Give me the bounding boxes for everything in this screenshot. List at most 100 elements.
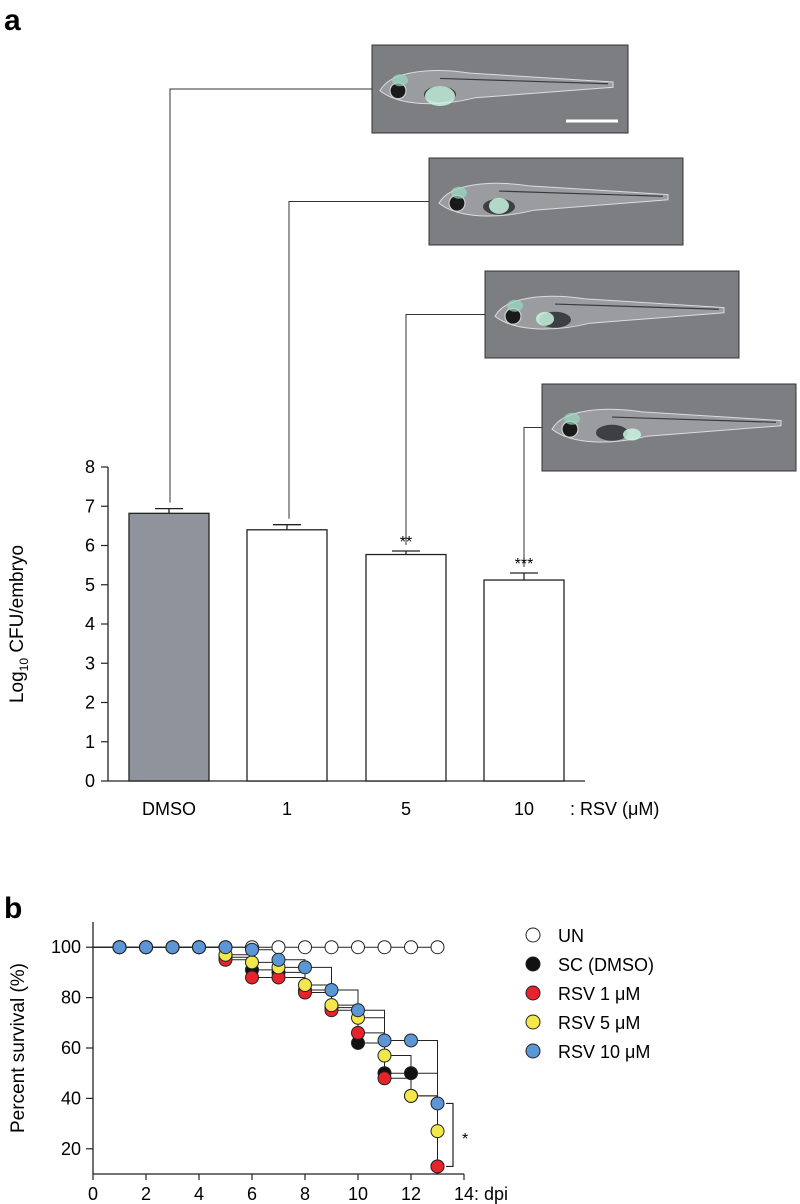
fluorescence-signal <box>536 311 554 326</box>
data-point <box>245 955 259 970</box>
significance-marker: ** <box>400 534 412 551</box>
data-point <box>271 940 286 955</box>
y-tick-label: 40 <box>61 1088 81 1108</box>
panel-label-a: a <box>4 4 21 37</box>
zebrafish-image-2 <box>484 270 740 359</box>
data-point <box>298 978 312 992</box>
x-tick-label: 4 <box>194 1184 204 1204</box>
data-point <box>404 1033 418 1048</box>
data-point <box>351 1025 365 1040</box>
significance-bracket <box>446 1102 454 1168</box>
legend-label: RSV 10 μM <box>558 1042 650 1062</box>
data-point <box>351 1003 365 1018</box>
data-point <box>404 1066 418 1081</box>
legend-marker <box>525 985 541 1001</box>
data-point <box>377 1033 392 1048</box>
bar-dmso <box>128 512 210 782</box>
y-tick-label: 60 <box>61 1038 81 1058</box>
image-connector-line <box>523 427 542 567</box>
y-tick-label: 0 <box>85 771 95 791</box>
fluorescence-head <box>507 299 523 312</box>
y-axis-label-main: Log <box>7 671 28 703</box>
fluorescence-head <box>564 412 580 425</box>
data-point <box>218 940 233 955</box>
fish-yolk <box>596 424 628 441</box>
x-tick-label: 14 <box>454 1184 474 1204</box>
legend-label: RSV 1 μM <box>558 984 640 1004</box>
data-point <box>377 1071 392 1086</box>
y-tick-label: 7 <box>85 496 95 516</box>
x-axis-suffix-label: : dpi <box>474 1184 508 1204</box>
zebrafish-image-1 <box>428 157 684 246</box>
x-tick-label: 8 <box>300 1184 310 1204</box>
data-point <box>192 940 206 955</box>
x-tick-label: 6 <box>247 1184 257 1204</box>
data-point <box>245 942 259 957</box>
significance-marker: *** <box>515 556 534 573</box>
fluorescence-signal <box>425 86 455 107</box>
zebrafish-image-3 <box>541 383 797 472</box>
bar-1 <box>246 529 328 782</box>
data-point <box>404 940 418 955</box>
fish-dorsal-line <box>554 303 720 310</box>
bar-10 <box>483 579 565 782</box>
fluorescence-head <box>451 186 467 199</box>
y-axis-label: Percent survival (%) <box>8 963 29 1133</box>
data-point <box>430 1096 445 1111</box>
data-point <box>430 1159 445 1174</box>
legend-label: UN <box>558 926 584 946</box>
x-tick-label: 12 <box>401 1184 421 1204</box>
x-tick-label: 10 <box>348 1184 368 1204</box>
data-point <box>404 1088 418 1103</box>
x-tick-label: 5 <box>401 799 411 819</box>
image-connector-line <box>405 314 485 545</box>
legend-marker <box>525 927 541 943</box>
fluorescence-head <box>392 74 408 87</box>
y-axis-label: Log10 CFU/embryo <box>7 545 31 703</box>
image-connector-line <box>288 201 429 519</box>
bar-5 <box>365 553 447 782</box>
x-tick-label: 2 <box>141 1184 151 1204</box>
data-point <box>324 983 339 998</box>
y-tick-label: 6 <box>85 536 95 556</box>
image-connector-line <box>169 88 372 503</box>
x-axis-suffix-label: : RSV (μM) <box>570 799 659 819</box>
fish-dorsal-line <box>611 416 777 423</box>
y-tick-label: 4 <box>85 614 95 634</box>
x-tick-label: 10 <box>514 799 534 819</box>
fluorescence-signal <box>489 197 509 214</box>
legend-label: RSV 5 μM <box>558 1013 640 1033</box>
y-tick-label: 80 <box>61 988 81 1008</box>
y-tick-label: 2 <box>85 693 95 713</box>
y-tick-label: 8 <box>85 457 95 477</box>
data-point <box>324 940 339 955</box>
data-point <box>139 940 153 955</box>
legend-marker <box>525 956 541 972</box>
data-point <box>430 940 445 955</box>
x-tick-label: 1 <box>282 799 292 819</box>
y-tick-label: 100 <box>51 937 81 957</box>
data-point <box>112 940 127 955</box>
fish-dorsal-line <box>439 77 609 85</box>
data-point <box>298 960 312 975</box>
legend-marker <box>525 1014 541 1030</box>
x-tick-label: 0 <box>88 1184 98 1204</box>
data-point <box>351 940 365 955</box>
zebrafish-image-0 <box>371 44 629 134</box>
y-tick-label: 20 <box>61 1139 81 1159</box>
data-point <box>165 940 180 955</box>
data-point <box>245 970 259 985</box>
legend-marker <box>525 1043 541 1059</box>
legend-label: SC (DMSO) <box>558 955 654 975</box>
fluorescence-signal <box>623 428 641 441</box>
survival-step-line <box>93 946 438 1104</box>
panel-label-b: b <box>4 892 22 925</box>
y-tick-label: 5 <box>85 575 95 595</box>
data-point <box>298 940 312 955</box>
y-axis-label-rest: CFU/embryo <box>7 545 28 658</box>
y-tick-label: 3 <box>85 653 95 673</box>
fish-dorsal-line <box>498 190 664 197</box>
significance-marker: * <box>462 1131 468 1148</box>
data-point <box>324 998 339 1013</box>
